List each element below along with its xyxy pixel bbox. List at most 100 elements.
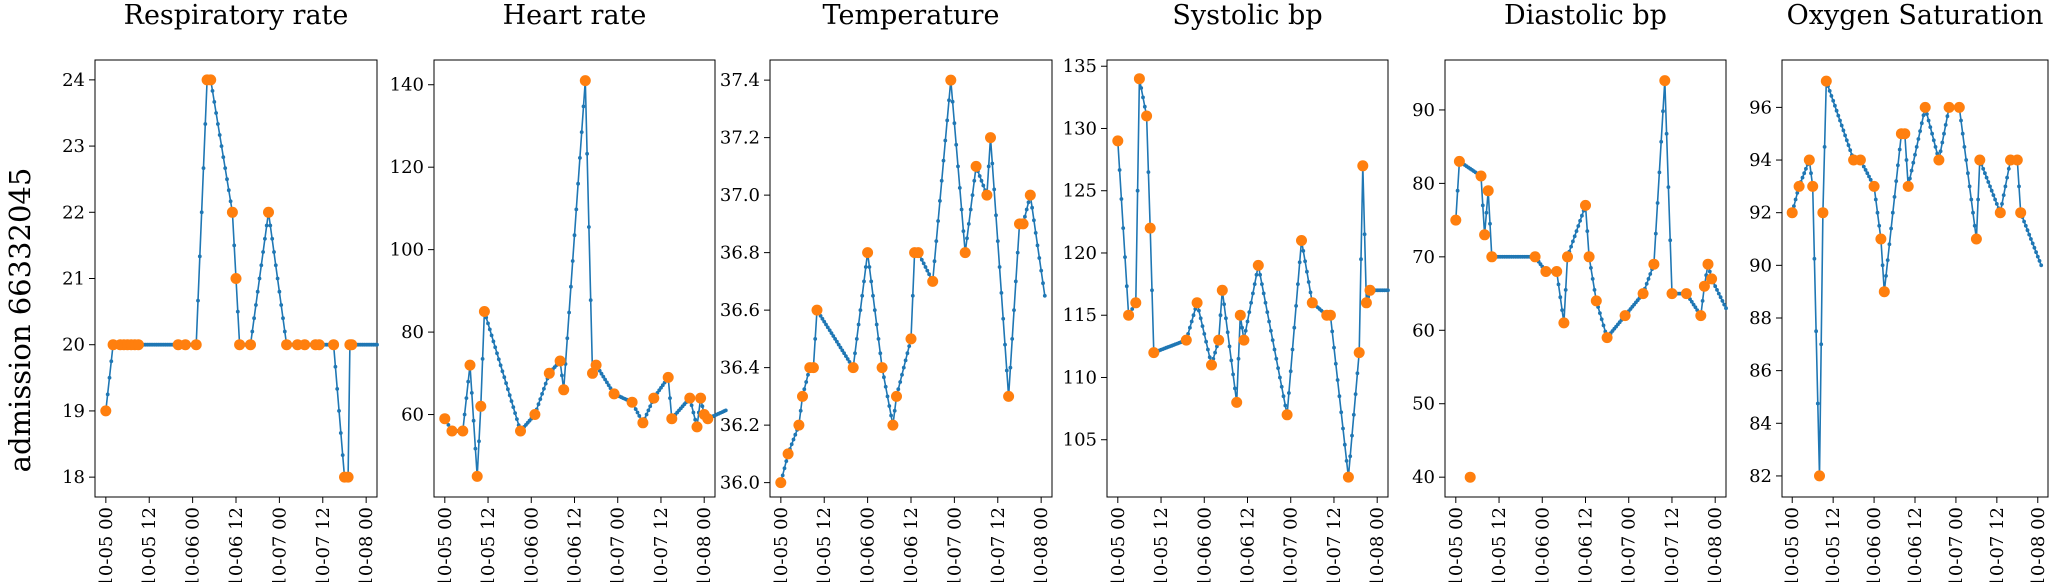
observed-point xyxy=(1296,235,1307,246)
observed-point xyxy=(1216,284,1228,296)
x-tick-label: 10-05 12 xyxy=(1823,507,1844,582)
interpolated-point xyxy=(2005,175,2009,180)
interpolated-point xyxy=(581,104,586,109)
interpolated-point xyxy=(1861,164,1866,169)
interpolated-point xyxy=(1931,138,1936,143)
interpolated-point xyxy=(2030,241,2035,246)
x-tick-label: 10-07 00 xyxy=(1619,507,1640,582)
interpolated-point xyxy=(1342,442,1347,447)
observed-point xyxy=(1803,154,1815,166)
interpolated-point xyxy=(1863,168,1868,172)
interpolated-point xyxy=(1563,288,1568,292)
observed-point xyxy=(1148,347,1160,359)
interpolated-point xyxy=(965,236,969,241)
interpolated-point xyxy=(1897,147,1902,152)
interpolated-point xyxy=(1800,175,1805,180)
y-tick-label: 23 xyxy=(62,136,85,157)
interpolated-point xyxy=(1010,337,1015,341)
interpolated-point xyxy=(487,327,492,332)
observed-point xyxy=(464,359,476,371)
interpolated-point xyxy=(1592,288,1597,292)
observed-point xyxy=(1252,259,1264,271)
interpolated-point xyxy=(835,339,839,344)
interpolated-point xyxy=(927,272,931,277)
observed-point xyxy=(970,160,982,172)
interpolated-point xyxy=(1792,204,1796,209)
interpolated-point xyxy=(462,412,467,417)
interpolated-point xyxy=(1218,313,1223,318)
interpolated-point xyxy=(471,418,476,423)
interpolated-point xyxy=(1668,238,1673,243)
observed-point xyxy=(847,362,859,374)
observed-point xyxy=(608,388,620,400)
observed-point xyxy=(702,413,714,425)
interpolated-point xyxy=(1279,384,1284,389)
interpolated-point xyxy=(1664,131,1669,136)
series-line xyxy=(444,80,727,477)
x-tick-label: 10-06 00 xyxy=(521,507,542,582)
interpolated-point xyxy=(1224,316,1228,321)
interpolated-point xyxy=(833,337,837,341)
interpolated-point xyxy=(1666,185,1671,190)
observed-point xyxy=(626,396,638,408)
interpolated-point xyxy=(1976,197,1980,202)
interpolated-point xyxy=(1839,123,1844,128)
y-tick-label: 135 xyxy=(1063,56,1097,77)
interpolated-point xyxy=(538,397,543,401)
interpolated-point xyxy=(217,133,222,137)
y-tick-label: 40 xyxy=(1412,467,1435,488)
interpolated-point xyxy=(107,375,112,380)
observed-point xyxy=(684,392,696,404)
observed-point xyxy=(1540,266,1552,277)
x-tick-label: 10-05 00 xyxy=(435,507,456,582)
observed-point xyxy=(1793,180,1805,192)
interpolated-point xyxy=(784,459,789,463)
interpolated-point xyxy=(2027,232,2032,237)
interpolated-point xyxy=(959,207,964,212)
observed-point xyxy=(439,413,451,425)
observed-point xyxy=(1619,310,1631,322)
interpolated-point xyxy=(1037,256,1042,260)
interpolated-point xyxy=(954,142,959,147)
observed-point xyxy=(1648,258,1660,270)
interpolated-point xyxy=(1350,433,1354,438)
interpolated-point xyxy=(1819,342,1824,347)
interpolated-point xyxy=(1904,158,1909,162)
interpolated-point xyxy=(970,193,975,198)
interpolated-point xyxy=(507,393,512,398)
interpolated-point xyxy=(275,276,280,281)
observed-point xyxy=(529,409,541,420)
x-tick-label: 10-07 00 xyxy=(269,507,290,582)
interpolated-point xyxy=(199,210,204,215)
interpolated-point xyxy=(486,321,490,326)
interpolated-point xyxy=(1301,249,1306,253)
observed-point xyxy=(281,339,293,351)
observed-point xyxy=(1360,297,1372,309)
observed-point xyxy=(1875,233,1887,245)
interpolated-point xyxy=(1359,257,1363,262)
interpolated-point xyxy=(1030,205,1034,210)
interpolated-point xyxy=(840,348,845,353)
observed-point xyxy=(1133,73,1145,85)
interpolated-point xyxy=(1560,308,1564,312)
observed-point xyxy=(457,425,469,437)
observed-point xyxy=(1943,101,1955,113)
interpolated-point xyxy=(272,250,276,254)
plot-frame xyxy=(433,59,716,498)
interpolated-point xyxy=(1013,279,1018,284)
interpolated-point xyxy=(1994,202,1999,206)
interpolated-point xyxy=(1913,152,1917,157)
interpolated-point xyxy=(1601,323,1606,328)
interpolated-point xyxy=(1865,171,1870,176)
plot-frame xyxy=(769,59,1053,498)
interpolated-point xyxy=(504,381,508,386)
interpolated-point xyxy=(335,387,340,391)
observed-point xyxy=(1994,207,2006,219)
interpolated-point xyxy=(1959,118,1963,123)
interpolated-point xyxy=(1988,184,1992,189)
series-line xyxy=(1455,80,1727,340)
interpolated-point xyxy=(1233,386,1237,391)
interpolated-point xyxy=(473,446,478,451)
interpolated-point xyxy=(1288,369,1293,374)
observed-point xyxy=(1902,180,1914,192)
